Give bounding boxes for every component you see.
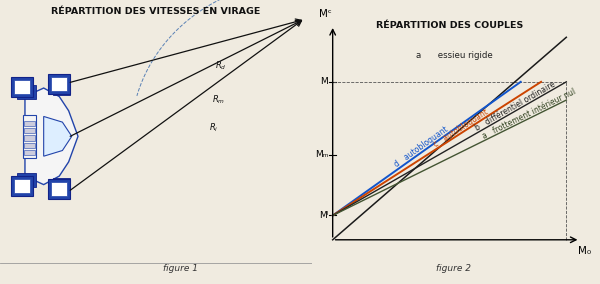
- Text: M₀: M₀: [578, 246, 592, 256]
- Bar: [49, 74, 70, 94]
- Bar: [11, 77, 33, 97]
- Bar: [11, 176, 33, 196]
- Text: RÉPARTITION DES COUPLES: RÉPARTITION DES COUPLES: [376, 21, 523, 30]
- Text: figure 1: figure 1: [163, 264, 199, 273]
- Polygon shape: [44, 116, 72, 156]
- Text: Mᴵ: Mᴵ: [319, 211, 328, 220]
- Polygon shape: [25, 88, 78, 185]
- Bar: [53, 81, 70, 95]
- Bar: [25, 143, 35, 148]
- Bar: [52, 77, 67, 91]
- Bar: [25, 150, 35, 155]
- Bar: [17, 85, 36, 99]
- Text: $R_m$: $R_m$: [212, 93, 226, 106]
- Bar: [25, 128, 35, 133]
- Bar: [25, 135, 35, 141]
- Text: Mₘ: Mₘ: [314, 150, 328, 159]
- Text: a   frottement intérieur nul: a frottement intérieur nul: [481, 87, 577, 141]
- Text: M: M: [320, 77, 328, 86]
- Bar: [23, 115, 36, 158]
- Text: figure 2: figure 2: [436, 264, 470, 273]
- Bar: [49, 179, 70, 199]
- Bar: [25, 121, 35, 126]
- Bar: [52, 182, 67, 196]
- Text: b   différentiel ordinaire: b différentiel ordinaire: [473, 80, 557, 133]
- Text: d   autobloquant: d autobloquant: [393, 124, 451, 169]
- Text: $R_i$: $R_i$: [209, 122, 218, 134]
- Bar: [17, 173, 36, 187]
- Text: RÉPARTITION DES VITESSES EN VIRAGE: RÉPARTITION DES VITESSES EN VIRAGE: [52, 7, 260, 16]
- Bar: [53, 178, 70, 192]
- Text: a      essieu rigide: a essieu rigide: [416, 51, 493, 60]
- Text: c   autobloquant: c autobloquant: [432, 107, 490, 149]
- Bar: [14, 179, 29, 193]
- Bar: [14, 80, 29, 94]
- Text: Mᶜ: Mᶜ: [319, 9, 332, 19]
- Text: $R_d$: $R_d$: [215, 59, 227, 72]
